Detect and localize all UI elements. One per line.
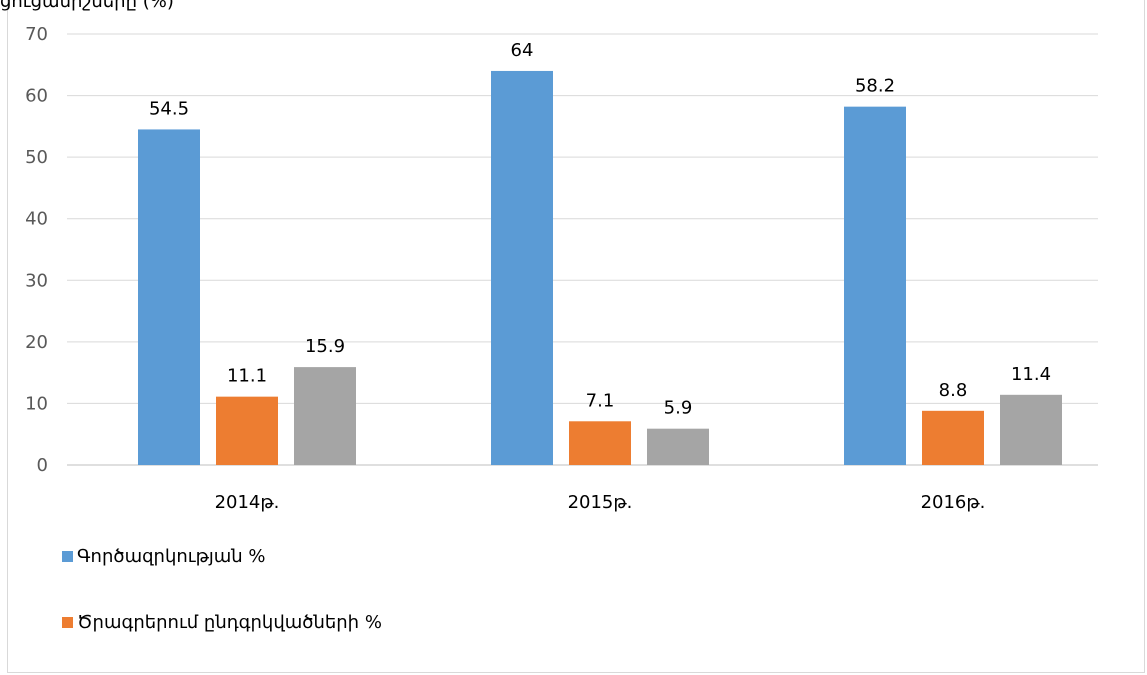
y-tick-label: 10 — [25, 393, 48, 414]
x-axis-categories: 2014թ. 2015թ. 2016թ. — [215, 492, 986, 513]
bar — [1000, 394, 1062, 465]
data-label: 11.4 — [1011, 364, 1051, 385]
data-labels: 54.5 11.1 15.9 64 7.1 5.9 58.2 8.8 11.4 — [149, 40, 1051, 419]
legend-label-unemployment: Գործազրկության % — [77, 546, 266, 567]
bar — [569, 421, 631, 465]
y-tick-label: 40 — [25, 209, 48, 230]
bar — [138, 129, 200, 465]
data-label: 5.9 — [664, 398, 693, 419]
y-axis-ticks: 0 10 20 30 40 50 60 70 — [25, 24, 48, 476]
legend-swatch-blue — [62, 551, 73, 562]
y-tick-label: 50 — [25, 147, 48, 168]
y-tick-label: 60 — [25, 86, 48, 107]
x-category-label: 2016թ. — [921, 492, 986, 513]
bar — [216, 396, 278, 465]
x-category-label: 2014թ. — [215, 492, 280, 513]
chart-header-fragment: ցուցանիշները (%) — [0, 0, 174, 12]
y-tick-label: 70 — [25, 24, 48, 45]
bar — [294, 367, 356, 465]
y-tick-label: 20 — [25, 332, 48, 353]
bars — [138, 70, 1062, 465]
data-label: 15.9 — [305, 336, 345, 357]
bar — [844, 106, 906, 465]
data-label: 8.8 — [939, 380, 968, 401]
y-tick-label: 0 — [37, 455, 48, 476]
bar — [922, 410, 984, 465]
y-tick-label: 30 — [25, 270, 48, 291]
data-label: 64 — [511, 40, 534, 61]
data-label: 54.5 — [149, 98, 189, 119]
legend-item-enrolled: Ծրագրերում ընդգրկվածների % — [62, 612, 382, 633]
chart-frame — [7, 0, 1145, 673]
legend-swatch-orange — [62, 617, 73, 628]
bar — [491, 70, 553, 465]
bar — [647, 428, 709, 465]
legend-label-enrolled: Ծրագրերում ընդգրկվածների % — [77, 612, 382, 633]
legend-item-unemployment: Գործազրկության % — [62, 546, 266, 567]
data-label: 7.1 — [586, 390, 615, 411]
x-category-label: 2015թ. — [568, 492, 633, 513]
data-label: 11.1 — [227, 366, 267, 387]
data-label: 58.2 — [855, 76, 895, 97]
